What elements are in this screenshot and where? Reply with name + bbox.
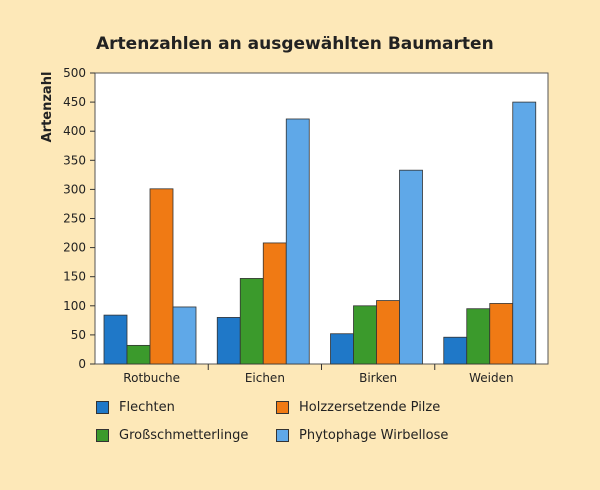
legend-label-grossschmetterlinge: Großschmetterlinge xyxy=(119,428,249,443)
x-tick-label: Eichen xyxy=(245,371,285,385)
bar-phytophage-wirbellose-eichen xyxy=(285,118,310,365)
bar-holzzersetzende-pilze-weiden xyxy=(489,303,514,365)
legend-label-phytophage-wirbellose: Phytophage Wirbellose xyxy=(299,428,449,443)
bar-gro-schmetterlinge-eichen xyxy=(239,278,264,365)
legend: Flechten Holzzersetzende Pilze Großschme… xyxy=(96,400,516,450)
bar-gro-schmetterlinge-rotbuche xyxy=(126,344,151,365)
x-tick-label: Weiden xyxy=(469,371,513,385)
y-tick-label: 0 xyxy=(78,357,86,371)
bar-gro-schmetterlinge-weiden xyxy=(466,308,491,365)
bar-phytophage-wirbellose-weiden xyxy=(512,101,537,365)
y-tick-label: 150 xyxy=(63,270,86,284)
bar-phytophage-wirbellose-rotbuche xyxy=(172,306,197,365)
bar-flechten-rotbuche xyxy=(103,314,128,365)
bar-flechten-eichen xyxy=(216,317,241,365)
bar-flechten-birken xyxy=(330,333,354,365)
y-axis-label: Artenzahl xyxy=(40,72,55,143)
legend-item-flechten: Flechten xyxy=(96,400,175,415)
legend-label-flechten: Flechten xyxy=(119,400,175,415)
y-tick-label: 250 xyxy=(63,212,86,226)
legend-swatch-flechten xyxy=(96,401,109,414)
y-tick-label: 100 xyxy=(63,299,86,313)
legend-swatch-grossschmetterlinge xyxy=(96,429,109,442)
y-tick-label: 200 xyxy=(63,241,86,255)
x-tick-label: Rotbuche xyxy=(123,371,180,385)
bar-gro-schmetterlinge-birken xyxy=(353,305,377,365)
y-tick-label: 50 xyxy=(71,328,86,342)
y-tick-label: 350 xyxy=(63,153,86,167)
y-tick-label: 450 xyxy=(63,95,86,109)
y-tick-label: 500 xyxy=(63,66,86,80)
y-tick-label: 400 xyxy=(63,124,86,138)
bar-holzzersetzende-pilze-eichen xyxy=(262,242,287,365)
legend-swatch-phytophage-wirbellose xyxy=(276,429,289,442)
bar-holzzersetzende-pilze-birken xyxy=(376,300,400,365)
bar-flechten-weiden xyxy=(443,336,468,365)
chart-title: Artenzahlen an ausgewählten Baumarten xyxy=(96,34,494,54)
bar-phytophage-wirbellose-birken xyxy=(399,169,423,365)
legend-item-grossschmetterlinge: Großschmetterlinge xyxy=(96,428,248,443)
x-tick-label: Birken xyxy=(359,371,397,385)
legend-label-holzzersetzende-pilze: Holzzersetzende Pilze xyxy=(299,400,441,415)
legend-item-phytophage-wirbellose: Phytophage Wirbellose xyxy=(276,428,448,443)
legend-item-holzzersetzende-pilze: Holzzersetzende Pilze xyxy=(276,400,440,415)
y-tick-label: 300 xyxy=(63,182,86,196)
bar-holzzersetzende-pilze-rotbuche xyxy=(149,188,174,365)
legend-swatch-holzzersetzende-pilze xyxy=(276,401,289,414)
